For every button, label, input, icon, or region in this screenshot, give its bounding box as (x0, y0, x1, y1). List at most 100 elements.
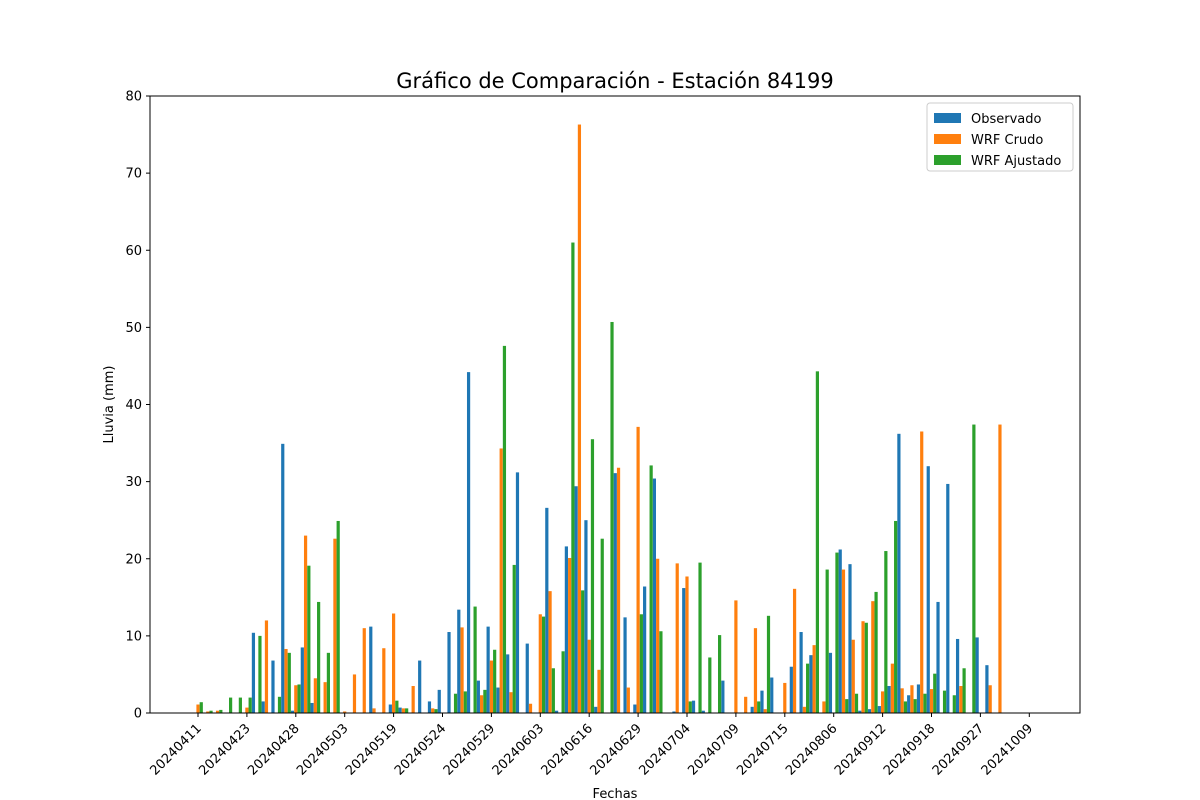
y-tick-label: 40 (125, 398, 142, 413)
bar-observado (584, 520, 588, 713)
bar-wrf-crudo (900, 688, 904, 713)
bar-wrf-crudo (675, 563, 679, 713)
bar-observado (946, 483, 950, 713)
plot-frame (149, 95, 1081, 714)
bar-wrf-ajustado (317, 601, 321, 713)
bar-observado (515, 472, 520, 713)
bar-wrf-crudo (734, 600, 738, 713)
legend-swatch (934, 155, 961, 165)
bar-wrf-ajustado (238, 697, 242, 713)
bar-wrf-crudo (196, 704, 200, 713)
bar-observado (916, 684, 921, 713)
bar-wrf-crudo (685, 576, 689, 713)
bar-observado (545, 507, 549, 713)
bar-observado (828, 652, 833, 713)
bar-wrf-crudo (245, 707, 249, 713)
bar-wrf-ajustado (708, 657, 712, 713)
bar-wrf-crudo (362, 628, 366, 713)
bar-wrf-crudo (284, 648, 288, 713)
y-tick-label: 20 (125, 552, 142, 567)
bar-wrf-ajustado (933, 673, 937, 713)
bar-observado (809, 655, 813, 713)
bar-observado (750, 706, 754, 713)
bar-observado (574, 486, 578, 713)
bar-wrf-crudo (323, 682, 327, 713)
bar-wrf-ajustado (649, 465, 653, 713)
bar-wrf-ajustado (835, 552, 839, 713)
bar-wrf-ajustado (884, 551, 888, 713)
bar-wrf-ajustado (336, 520, 340, 713)
bar-observado (466, 372, 471, 713)
bar-wrf-ajustado (590, 439, 595, 713)
bars-group (196, 124, 1002, 714)
bar-observado (506, 654, 510, 713)
bar-wrf-ajustado (229, 697, 233, 713)
bar-wrf-ajustado (248, 697, 252, 713)
bar-wrf-ajustado (903, 701, 908, 713)
bar-wrf-ajustado (718, 635, 722, 713)
bar-wrf-crudo (890, 663, 894, 713)
bar-wrf-crudo (744, 696, 748, 713)
bar-wrf-ajustado (972, 424, 976, 713)
bar-observado (799, 632, 803, 713)
bar-observado (290, 710, 295, 713)
bar-wrf-ajustado (199, 702, 203, 713)
bar-wrf-crudo (861, 621, 865, 713)
bar-wrf-ajustado (923, 693, 927, 713)
bar-wrf-ajustado (688, 701, 692, 713)
bar-wrf-crudo (881, 691, 885, 713)
legend-swatch (934, 134, 961, 144)
y-tick-label: 60 (125, 244, 142, 259)
bar-wrf-crudo (431, 708, 435, 713)
bar-observado (525, 643, 529, 713)
bar-wrf-ajustado (757, 701, 761, 713)
bar-observado (613, 473, 617, 713)
bar-wrf-crudo (489, 660, 493, 713)
bar-wrf-crudo (294, 685, 298, 713)
bar-wrf-ajustado (806, 663, 810, 713)
bar-observado (770, 677, 774, 713)
bar-wrf-ajustado (894, 520, 898, 713)
bar-wrf-crudo (587, 639, 591, 713)
y-axis: 0 10 20 30 40 50 60 70 80 (125, 90, 150, 722)
bar-observado (955, 638, 960, 713)
bar-observado (398, 707, 402, 713)
bar-wrf-crudo (460, 627, 464, 713)
bar-wrf-ajustado (942, 690, 947, 713)
bar-observado (877, 706, 881, 713)
bar-wrf-crudo (763, 709, 767, 713)
bar-observado (271, 660, 275, 713)
bar-wrf-crudo (509, 692, 513, 713)
bar-wrf-crudo (392, 613, 396, 713)
bar-wrf-ajustado (219, 709, 223, 713)
bar-observado (437, 689, 441, 713)
bar-wrf-crudo (656, 558, 660, 713)
bar-wrf-crudo (871, 601, 875, 713)
bar-wrf-ajustado (698, 562, 702, 713)
bar-wrf-crudo (792, 588, 797, 713)
bar-observado (388, 704, 392, 713)
bar-wrf-crudo (382, 648, 386, 713)
bar-wrf-ajustado (659, 631, 663, 713)
bar-wrf-ajustado (287, 652, 291, 713)
bar-observado (447, 632, 451, 713)
bar-observado (476, 680, 480, 713)
bar-observado (369, 626, 373, 713)
bar-wrf-crudo (626, 687, 630, 713)
bar-wrf-crudo (538, 614, 542, 713)
bar-wrf-ajustado (571, 242, 575, 714)
bar-wrf-crudo (929, 689, 934, 713)
bar-wrf-ajustado (326, 652, 330, 713)
bar-wrf-crudo (802, 706, 806, 713)
bar-wrf-ajustado (551, 668, 555, 713)
y-tick-label: 30 (125, 475, 142, 490)
bar-wrf-ajustado (473, 606, 477, 713)
bar-wrf-ajustado (854, 693, 859, 713)
bar-wrf-crudo (783, 682, 787, 713)
bar-observado (300, 647, 304, 713)
y-tick-label: 70 (125, 167, 142, 182)
bar-wrf-ajustado (483, 689, 487, 713)
bar-wrf-ajustado (502, 345, 507, 713)
bar-observado (623, 617, 627, 713)
